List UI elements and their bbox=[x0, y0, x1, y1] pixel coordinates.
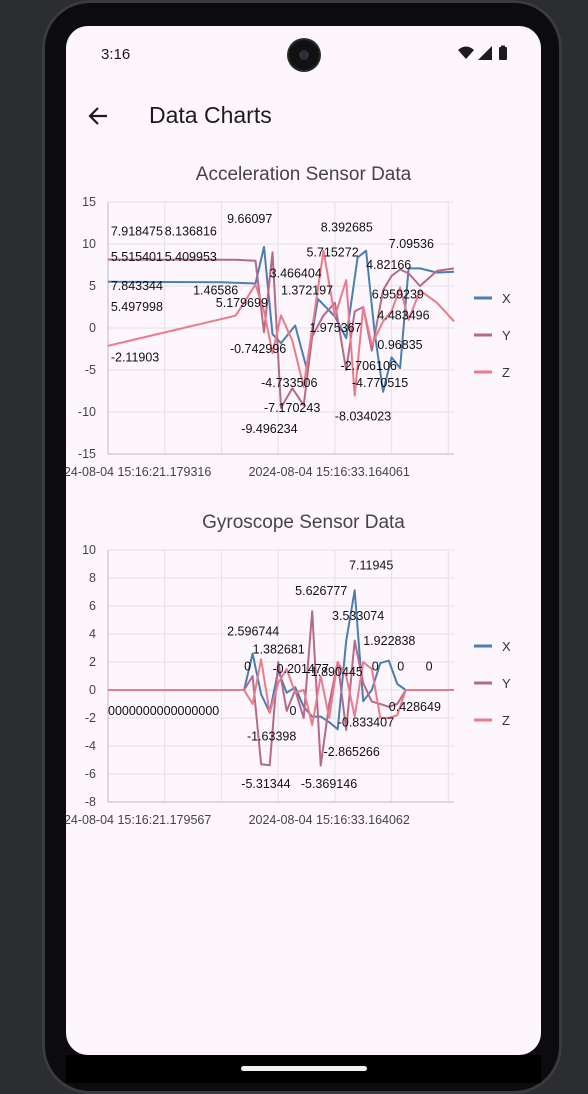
data-label: 3.466404 bbox=[270, 267, 322, 281]
data-label: 5.515401 bbox=[111, 250, 163, 264]
data-label: 7.09536 bbox=[389, 237, 434, 251]
data-label: 4.82166 bbox=[366, 258, 411, 272]
legend-label-x: X bbox=[502, 291, 511, 306]
wifi-icon bbox=[458, 46, 474, 59]
page-title: Data Charts bbox=[149, 102, 272, 128]
data-label: -5.31344 bbox=[241, 777, 290, 791]
data-label: 5.715272 bbox=[307, 246, 359, 260]
y-tick-label: 8 bbox=[89, 571, 96, 585]
data-label: -8.034023 bbox=[335, 409, 391, 423]
y-tick-label: 5 bbox=[89, 279, 96, 293]
camera-cutout bbox=[289, 40, 319, 70]
y-tick-label: 0 bbox=[89, 321, 96, 335]
status-icons bbox=[456, 44, 516, 69]
series-line-x bbox=[108, 589, 454, 731]
data-label: -2.865266 bbox=[324, 745, 380, 759]
data-label: 7.918475 bbox=[111, 225, 163, 239]
y-tick-label: -2 bbox=[85, 711, 96, 725]
data-label: -1.63398 bbox=[247, 729, 296, 743]
y-tick-label: 10 bbox=[82, 543, 96, 557]
data-label: 7.11945 bbox=[349, 559, 393, 573]
data-label: -9.496234 bbox=[241, 422, 297, 436]
x-tick-label: 2024-08-04 15:16:21.179567 bbox=[66, 813, 211, 827]
y-tick-label: 4 bbox=[89, 627, 96, 641]
y-tick-label: -8 bbox=[85, 795, 96, 809]
data-label: 8.392685 bbox=[321, 220, 373, 234]
data-label: 5.497998 bbox=[111, 300, 163, 314]
arrow-back-icon bbox=[88, 107, 107, 125]
data-label: 8.136816 bbox=[165, 225, 217, 239]
series-line-z bbox=[107, 249, 455, 397]
data-label: -5.369146 bbox=[301, 777, 357, 791]
data-label: 0000000000000000 bbox=[108, 704, 219, 718]
y-tick-label: -6 bbox=[85, 767, 96, 781]
acceleration-chart-title: Acceleration Sensor Data bbox=[195, 164, 412, 185]
data-label: 6.959239 bbox=[372, 288, 424, 302]
acceleration-chart: 15 10 5 0 -5 -10 -15 2024-08-04 15:16:21.179316… bbox=[66, 195, 511, 479]
data-label: -7.170243 bbox=[264, 401, 320, 415]
navigation-bar bbox=[66, 1055, 541, 1083]
data-label: 0.428649 bbox=[389, 700, 441, 714]
data-label: -1.890445 bbox=[307, 665, 363, 679]
data-label: 5.626777 bbox=[295, 584, 347, 598]
y-tick-label: 0 bbox=[89, 683, 96, 697]
data-label: -0.201477 bbox=[272, 662, 328, 676]
data-label: 1.46586 bbox=[193, 283, 238, 297]
y-tick-label: -4 bbox=[85, 739, 96, 753]
y-tick-label: 6 bbox=[89, 599, 96, 613]
series-line-y bbox=[108, 610, 454, 767]
x-tick-label: 2024-08-04 15:16:33.164062 bbox=[249, 813, 410, 827]
y-tick-label: -15 bbox=[78, 447, 96, 461]
series-line-z bbox=[108, 658, 454, 726]
battery-icon bbox=[499, 47, 507, 60]
home-gesture-pill[interactable] bbox=[241, 1066, 367, 1071]
gyroscope-chart-title: Gyroscope Sensor Data bbox=[202, 512, 405, 533]
data-label: -2.11903 bbox=[111, 351, 159, 365]
status-time: 3:16 bbox=[101, 46, 131, 63]
y-tick-label: -5 bbox=[85, 363, 96, 377]
data-label: -0.833407 bbox=[338, 715, 394, 729]
legend-label-x: X bbox=[502, 639, 511, 654]
series-line-y bbox=[107, 251, 455, 409]
data-label: 0 bbox=[426, 659, 433, 673]
data-label: 4.483496 bbox=[377, 309, 429, 323]
legend-label-y: Y bbox=[502, 328, 511, 343]
x-tick-label: 2024-08-04 15:16:33.164061 bbox=[249, 465, 410, 479]
data-label: 9.66097 bbox=[227, 212, 272, 226]
data-label: 0 bbox=[397, 659, 404, 673]
data-label: 5.409953 bbox=[165, 250, 217, 264]
data-label: 1.975367 bbox=[309, 321, 361, 335]
data-label: 3.533074 bbox=[332, 609, 384, 623]
data-label: 0 bbox=[290, 704, 297, 718]
signal-icon bbox=[478, 46, 492, 60]
data-label: 1.922838 bbox=[363, 634, 415, 648]
data-label: -4.770515 bbox=[352, 376, 408, 390]
back-button[interactable] bbox=[84, 102, 112, 130]
data-label: 2.596744 bbox=[227, 624, 279, 638]
y-tick-label: 2 bbox=[89, 655, 96, 669]
gyroscope-chart: 10 8 6 4 2 0 -2 -4 -6 -8 2024-08-04 15:16:21.17956… bbox=[66, 543, 511, 827]
legend-label-z: Z bbox=[502, 713, 510, 728]
app-screen: 3:16 Data Charts Acceleration Sensor Dat… bbox=[66, 26, 541, 1055]
data-label: 0.96835 bbox=[377, 338, 422, 352]
y-tick-label: 15 bbox=[82, 195, 96, 209]
y-tick-label: -10 bbox=[78, 405, 96, 419]
x-tick-label: 2024-08-04 15:16:21.179316 bbox=[66, 465, 211, 479]
data-label: -2.706106 bbox=[341, 359, 397, 373]
data-label: -4.733506 bbox=[261, 376, 317, 390]
data-label: 1.372197 bbox=[281, 283, 333, 297]
data-label: 0 bbox=[372, 659, 379, 673]
series-line-x bbox=[107, 245, 455, 393]
data-label: 7.843344 bbox=[111, 279, 163, 293]
data-label: -0.742996 bbox=[230, 342, 286, 356]
legend-label-y: Y bbox=[502, 676, 511, 691]
y-tick-label: 10 bbox=[82, 237, 96, 251]
data-label: 0 bbox=[244, 659, 251, 673]
data-label: 1.382681 bbox=[253, 643, 305, 657]
data-label: 5.179699 bbox=[216, 296, 268, 310]
legend-label-z: Z bbox=[502, 365, 510, 380]
